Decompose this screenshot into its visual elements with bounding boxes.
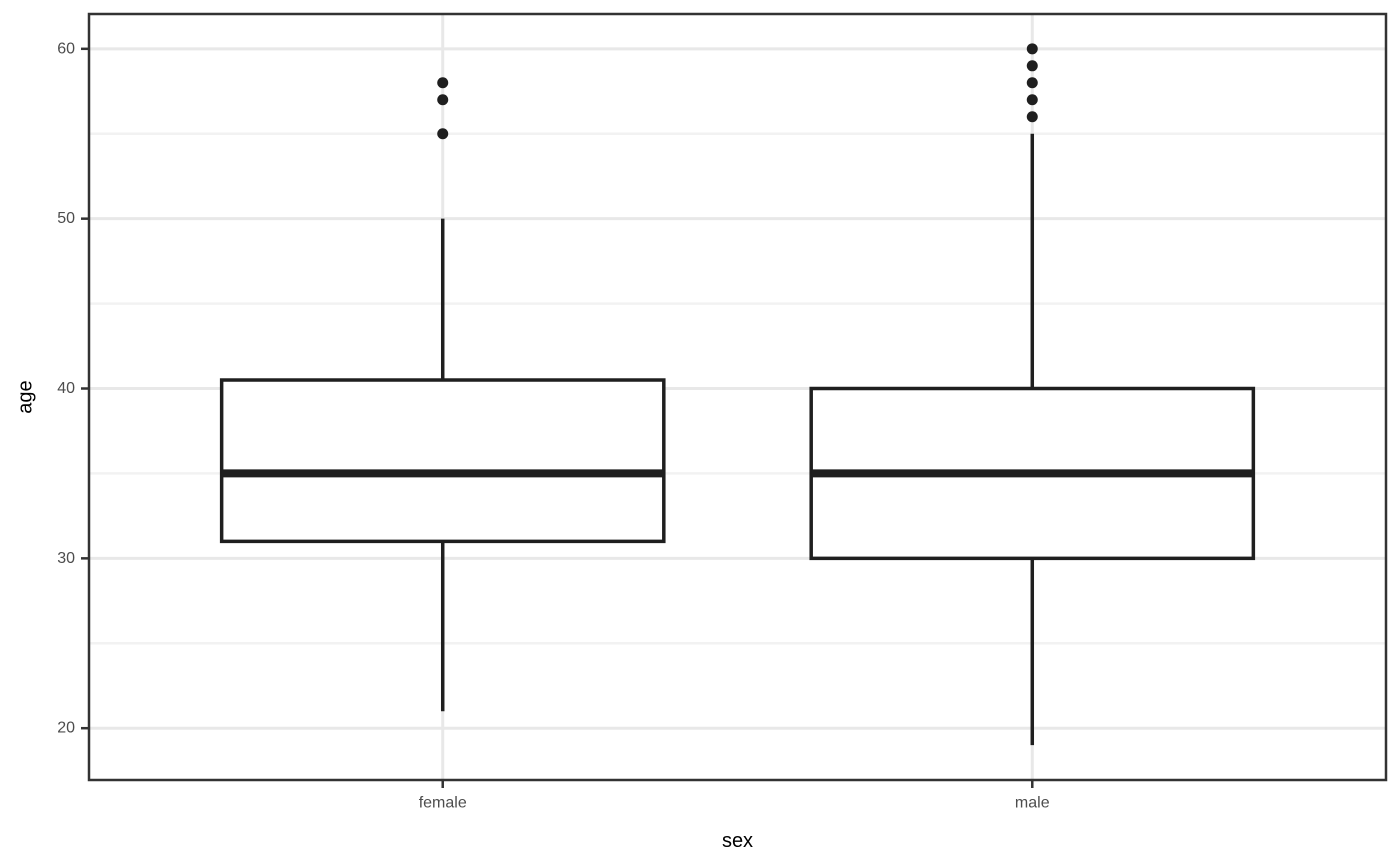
outlier-dot-male [1026,94,1038,106]
x-axis-title: sex [721,830,754,852]
outlier-dot-male [1026,43,1038,55]
y-tick-label: 40 [57,380,75,397]
y-tick-label: 50 [57,210,75,227]
outlier-dot-male [1026,77,1038,89]
y-tick-label: 30 [57,550,75,567]
outlier-dot-female [437,128,449,140]
x-tick-label-male: male [1015,795,1050,812]
y-tick-label: 20 [57,720,75,737]
outlier-dot-male [1026,111,1038,123]
panel-border [87,12,1388,782]
outlier-dot-female [437,94,449,106]
y-tick-label: 60 [57,40,75,57]
box-female [219,378,666,544]
y-axis-title: age [14,380,37,414]
outlier-dot-female [437,77,449,89]
outlier-dot-male [1026,60,1038,72]
x-tick-label-female: female [419,795,467,812]
